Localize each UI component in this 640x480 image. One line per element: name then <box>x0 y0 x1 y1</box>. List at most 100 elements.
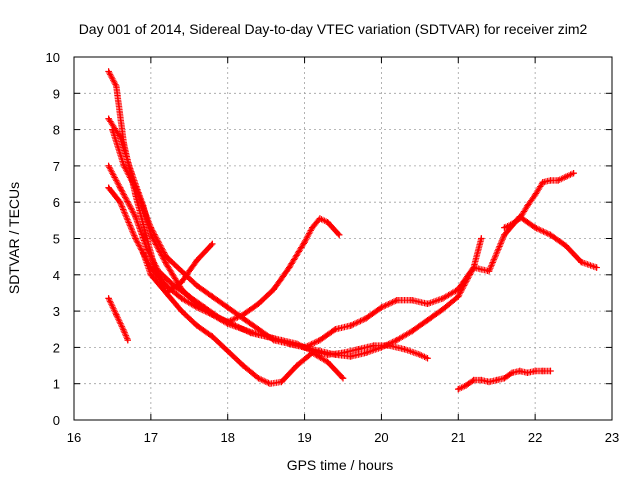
data-point <box>455 385 462 393</box>
data-point <box>186 293 193 300</box>
data-point <box>239 326 247 333</box>
data-point <box>439 306 447 313</box>
data-point <box>416 351 424 358</box>
data-point <box>178 278 185 286</box>
data-point <box>132 213 139 220</box>
data-layer <box>105 68 600 393</box>
data-point <box>355 346 362 353</box>
x-tick-label: 20 <box>374 430 388 445</box>
data-point <box>547 367 554 375</box>
data-point <box>193 282 201 289</box>
data-point <box>378 304 385 311</box>
data-point <box>255 375 262 382</box>
data-point <box>209 311 216 318</box>
data-point <box>324 358 331 366</box>
data-point <box>470 376 477 384</box>
data-point <box>424 300 431 308</box>
data-point <box>547 231 554 239</box>
data-point <box>178 267 185 275</box>
data-point <box>224 320 231 328</box>
data-point <box>485 267 493 275</box>
y-axis-label: SDTVAR / TECUs <box>6 182 22 294</box>
data-point <box>362 349 370 357</box>
data-point <box>401 346 408 353</box>
data-point <box>324 218 331 226</box>
data-point <box>286 340 293 347</box>
data-point <box>132 235 139 242</box>
data-point <box>178 295 185 302</box>
chart-title: Day 001 of 2014, Sidereal Day-to-day VTE… <box>79 21 588 37</box>
y-tick-label: 10 <box>46 50 60 65</box>
data-point <box>316 215 324 222</box>
series-arc-g <box>105 295 131 344</box>
data-point <box>347 353 354 360</box>
data-point <box>424 316 431 324</box>
x-axis-label: GPS time / hours <box>287 457 394 473</box>
x-tick-label: 23 <box>605 430 619 445</box>
series-arc-e <box>109 126 600 351</box>
data-point <box>124 336 131 344</box>
data-point <box>286 264 293 271</box>
data-point <box>163 260 170 268</box>
data-point <box>193 257 201 264</box>
x-tick-label: 16 <box>67 430 81 445</box>
data-point <box>147 271 155 278</box>
data-point <box>501 375 508 382</box>
data-point <box>347 322 354 329</box>
plot-frame <box>73 56 613 421</box>
data-point <box>255 326 262 333</box>
data-point <box>593 264 600 271</box>
y-tick-label: 2 <box>53 340 60 355</box>
x-tick-label: 19 <box>297 430 311 445</box>
marker-trail <box>105 115 343 326</box>
data-point <box>516 215 523 222</box>
data-point <box>462 382 470 389</box>
data-point <box>120 162 128 170</box>
data-point <box>393 297 400 304</box>
data-point <box>266 380 274 387</box>
y-tick-label: 7 <box>53 159 60 174</box>
data-point <box>293 362 301 369</box>
data-point <box>209 333 216 340</box>
data-point <box>339 375 347 382</box>
data-point <box>105 115 112 122</box>
x-tick-label: 22 <box>528 430 542 445</box>
series-arc-f <box>139 240 216 297</box>
data-point <box>113 311 120 318</box>
data-point <box>539 367 547 375</box>
data-point <box>105 184 112 191</box>
series-arc-h <box>501 169 577 231</box>
data-point <box>139 249 147 257</box>
data-point <box>531 191 539 199</box>
data-point <box>316 336 324 344</box>
data-point <box>408 327 416 335</box>
data-point <box>439 295 447 302</box>
data-point <box>255 300 262 308</box>
data-point <box>408 297 416 304</box>
data-point <box>455 286 462 293</box>
data-point <box>105 68 112 75</box>
data-point <box>332 326 339 333</box>
data-point <box>193 304 201 311</box>
y-tick-label: 4 <box>53 268 60 283</box>
data-point <box>255 331 262 338</box>
data-point <box>316 347 324 355</box>
y-tick-label: 9 <box>53 86 60 101</box>
data-point <box>120 327 128 335</box>
data-point <box>478 235 485 242</box>
y-tick-label: 3 <box>53 304 60 319</box>
data-point <box>508 220 516 228</box>
y-tick-label: 5 <box>53 232 60 247</box>
data-point <box>531 224 539 231</box>
data-point <box>105 162 112 170</box>
data-point <box>547 177 554 184</box>
data-point <box>105 295 112 302</box>
data-point <box>163 253 170 260</box>
data-point <box>209 293 216 300</box>
data-point <box>362 315 370 322</box>
data-point <box>116 199 124 206</box>
data-point <box>424 355 431 362</box>
data-point <box>501 231 508 239</box>
x-tick-label: 21 <box>451 430 465 445</box>
